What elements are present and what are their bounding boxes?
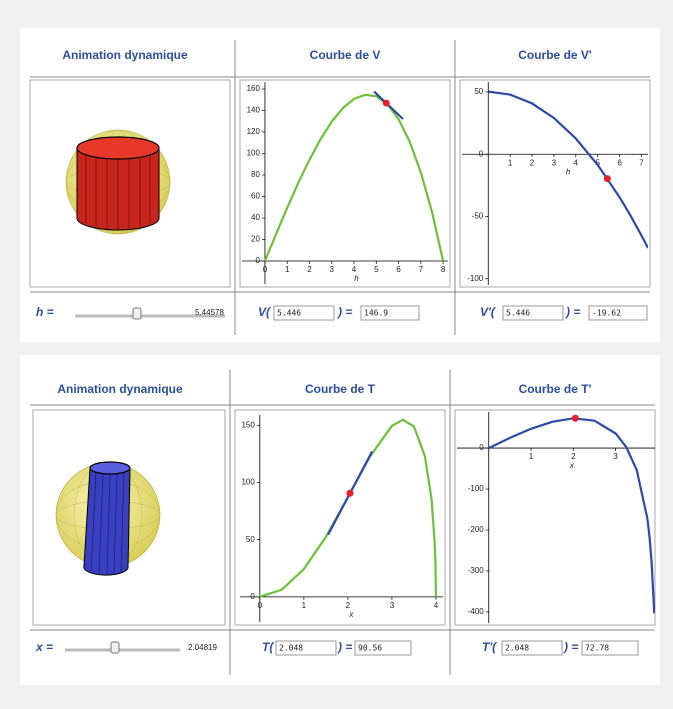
slider-value: 2.04819 [188, 643, 217, 652]
y-tick-label: -300 [468, 566, 485, 575]
header: Courbe de T [305, 382, 376, 396]
x-tick-label: 7 [639, 158, 644, 167]
y-tick-label: 100 [247, 149, 261, 158]
x-tick-label: 1 [529, 452, 534, 461]
x-tick-label: 3 [390, 601, 395, 610]
y-tick-label: 0 [250, 592, 255, 601]
screen: Animation dynamique Courbe de V Courbe d… [0, 0, 673, 704]
y-tick-label: 40 [251, 213, 260, 222]
function-label: V'( [480, 305, 497, 319]
y-tick-label: 120 [247, 127, 261, 136]
header: Animation dynamique [57, 382, 183, 396]
x-axis-label: h [566, 167, 571, 176]
x-tick-label: 8 [441, 265, 446, 274]
x-tick-label: 1 [302, 601, 307, 610]
input-value: 5.446 [277, 309, 301, 318]
header: Courbe de V [310, 48, 381, 62]
y-tick-label: 60 [251, 192, 260, 201]
x-tick-label: 1 [285, 265, 290, 274]
y-tick-label: -50 [472, 212, 484, 221]
equals-label: ) = [562, 640, 578, 654]
output-value: 146.9 [364, 309, 388, 318]
x-tick-label: 5 [374, 265, 379, 274]
input-value: 2.048 [505, 644, 529, 653]
input-value: 2.048 [279, 644, 303, 653]
y-tick-label: 0 [479, 443, 484, 452]
sphere-animation [66, 130, 170, 234]
header: Courbe de V' [518, 48, 592, 62]
y-tick-label: 50 [246, 535, 255, 544]
output-value: 90.56 [358, 644, 382, 653]
slider-value: 5.44578 [195, 308, 224, 317]
y-tick-label: -100 [467, 274, 484, 283]
point [383, 100, 390, 107]
equals-label: ) = [336, 640, 352, 654]
x-tick-label: 4 [352, 265, 357, 274]
y-tick-label: 80 [251, 170, 260, 179]
point [604, 175, 611, 182]
x-tick-label: 2 [530, 158, 535, 167]
output-value: -19.62 [592, 309, 621, 318]
x-tick-label: 6 [396, 265, 401, 274]
x-tick-label: 3 [330, 265, 335, 274]
y-tick-label: -200 [468, 525, 485, 534]
point [346, 490, 353, 497]
header: Animation dynamique [62, 48, 188, 62]
page: Animation dynamique Courbe de V Courbe d… [0, 0, 673, 704]
x-tick-label: 2 [346, 601, 351, 610]
slider-label: x = [35, 640, 53, 654]
equals-label: ) = [336, 305, 352, 319]
x-tick-label: 4 [574, 158, 579, 167]
x-tick-label: 0 [258, 601, 263, 610]
x-tick-label: 2 [571, 452, 576, 461]
y-tick-label: 150 [241, 420, 255, 429]
y-tick-label: -100 [468, 484, 485, 493]
point [572, 415, 579, 422]
input-value: 5.446 [506, 309, 530, 318]
output-value: 72.78 [585, 644, 609, 653]
x-tick-label: 7 [419, 265, 424, 274]
y-tick-label: -400 [468, 607, 485, 616]
x-tick-label: 4 [434, 601, 439, 610]
x-tick-label: 1 [508, 158, 513, 167]
function-label: V( [258, 305, 272, 319]
y-tick-label: 20 [251, 235, 260, 244]
y-tick-label: 100 [241, 478, 255, 487]
function-label: T'( [482, 640, 498, 654]
x-tick-label: 2 [307, 265, 312, 274]
header: Courbe de T' [519, 382, 592, 396]
y-tick-label: 0 [255, 256, 260, 265]
x-tick-label: 0 [263, 265, 268, 274]
x-tick-label: 3 [552, 158, 557, 167]
y-tick-label: 160 [247, 84, 261, 93]
x-tick-label: 3 [613, 452, 618, 461]
y-tick-label: 0 [479, 149, 484, 158]
x-axis-label: h [354, 274, 359, 283]
equals-label: ) = [564, 305, 580, 319]
y-tick-label: 50 [474, 87, 483, 96]
x-tick-label: 6 [617, 158, 622, 167]
slider-label: h = [36, 305, 54, 319]
y-tick-label: 140 [247, 106, 261, 115]
